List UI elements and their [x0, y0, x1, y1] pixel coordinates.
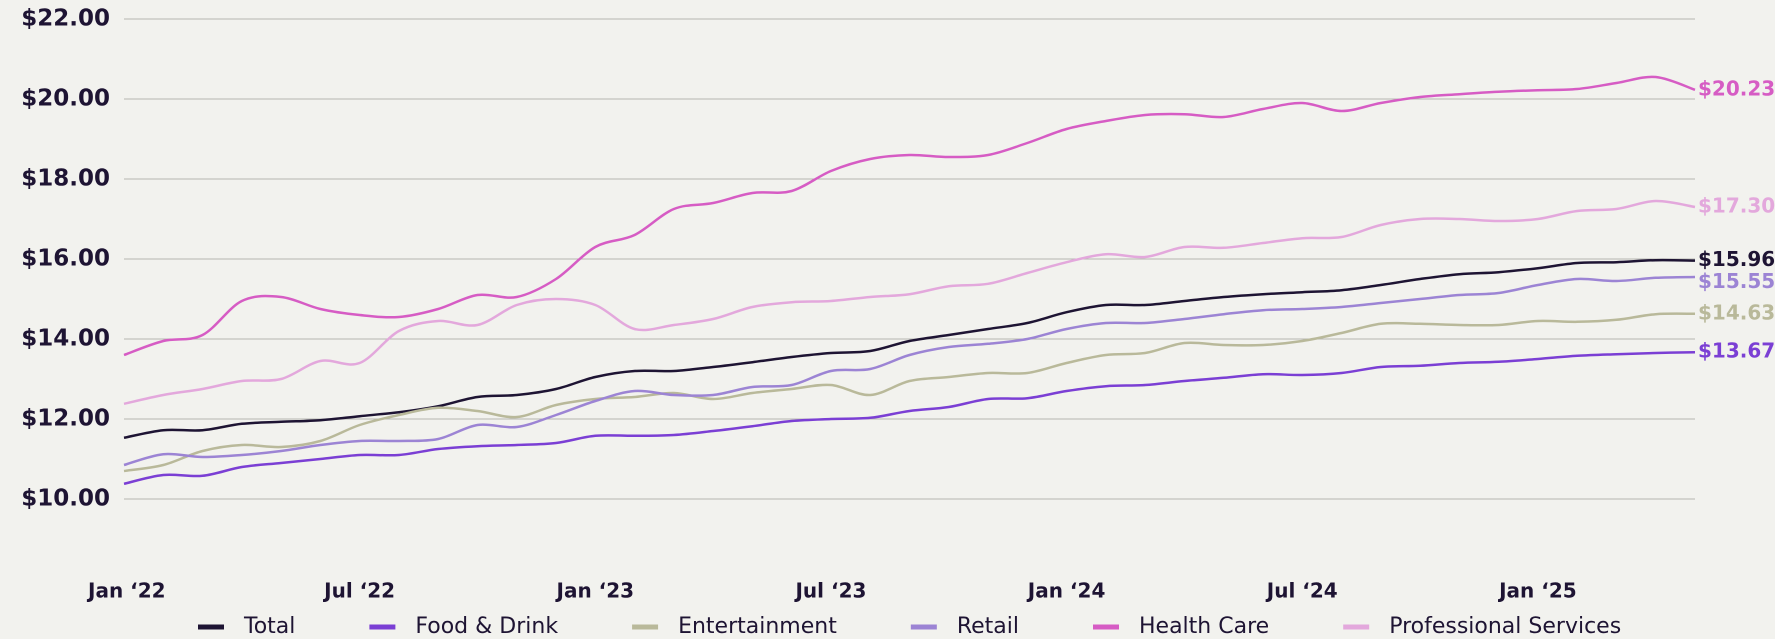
- series-line: [123, 275, 1696, 467]
- series-line: [123, 312, 1696, 473]
- legend-label: Food & Drink: [415, 614, 558, 639]
- x-tick-label: Jan ‘24: [1026, 579, 1106, 603]
- y-tick-label: $12.00: [21, 406, 110, 432]
- end-label: $15.55: [1698, 269, 1775, 293]
- y-tick-label: $20.00: [21, 86, 110, 112]
- y-tick-label: $22.00: [21, 6, 110, 32]
- x-tick-label: Jul ‘24: [1265, 579, 1338, 603]
- legend-label: Total: [243, 614, 295, 639]
- end-label: $14.63: [1698, 300, 1775, 324]
- x-tick-label: Jan ‘22: [86, 579, 166, 603]
- y-tick-label: $14.00: [21, 326, 110, 352]
- end-label: $15.96: [1698, 247, 1775, 271]
- x-tick-label: Jul ‘22: [322, 579, 395, 603]
- series-line: [123, 258, 1696, 440]
- end-label: $13.67: [1698, 339, 1775, 363]
- x-tick-label: Jul ‘23: [793, 579, 866, 603]
- series-line: [123, 350, 1696, 486]
- legend-label: Health Care: [1139, 614, 1269, 639]
- legend-label: Entertainment: [678, 614, 837, 639]
- series-line: [123, 199, 1696, 406]
- x-tick-label: Jan ‘25: [1497, 579, 1577, 603]
- y-tick-label: $10.00: [21, 486, 110, 512]
- y-tick-label: $18.00: [21, 166, 110, 192]
- series-line: [123, 75, 1696, 357]
- legend-label: Professional Services: [1389, 614, 1621, 639]
- end-label: $17.30: [1698, 194, 1775, 218]
- y-tick-label: $16.00: [21, 246, 110, 272]
- legend-label: Retail: [957, 614, 1019, 639]
- end-label: $20.23: [1698, 76, 1775, 100]
- x-tick-label: Jan ‘23: [555, 579, 635, 603]
